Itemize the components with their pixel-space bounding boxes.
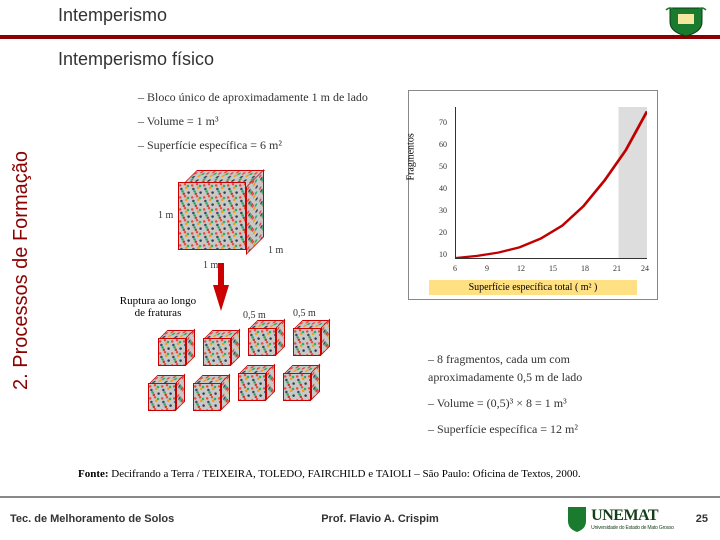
bullets-bottom: – 8 fragmentos, cada um com aproximadame… bbox=[428, 350, 658, 438]
page-title: Intemperismo bbox=[58, 5, 167, 25]
content-area: – Bloco único de aproximadamente 1 m de … bbox=[58, 80, 700, 480]
ytick: 70 bbox=[439, 118, 447, 127]
crest-logo bbox=[664, 4, 708, 38]
footer-center: Prof. Flavio A. Crispim bbox=[200, 513, 560, 525]
xtick: 18 bbox=[581, 264, 589, 273]
xtick: 12 bbox=[517, 264, 525, 273]
bullet: – 8 fragmentos, cada um com aproximadame… bbox=[428, 350, 658, 386]
bullet: – Volume = (0,5)³ × 8 = 1 m³ bbox=[428, 394, 658, 412]
small-cube bbox=[283, 365, 343, 425]
xtick: 6 bbox=[453, 264, 457, 273]
bullet: – Superfície específica = 6 m² bbox=[138, 136, 368, 154]
chart: Fragmentos 10 20 30 40 50 60 70 6 9 12 1… bbox=[408, 90, 658, 300]
bullet: – Bloco único de aproximadamente 1 m de … bbox=[138, 88, 368, 106]
bullet: – Superfície específica = 12 m² bbox=[428, 420, 658, 438]
big-cube bbox=[178, 170, 238, 230]
subtitle: Intemperismo físico bbox=[0, 39, 720, 70]
footer-logo: UNEMAT Universidade do Estado de Mato Gr… bbox=[560, 505, 680, 533]
dim-label: 1 m bbox=[158, 210, 173, 221]
footer-left: Tec. de Melhoramento de Solos bbox=[0, 513, 200, 525]
diagram: 1 m 1 m 1 m Ruptura ao longo de fraturas bbox=[118, 160, 398, 480]
xtick: 24 bbox=[641, 264, 649, 273]
shield-icon bbox=[566, 505, 588, 533]
side-label-text: 2. Processos de Formação bbox=[10, 151, 33, 390]
fonte: Fonte: Decifrando a Terra / TEIXEIRA, TO… bbox=[78, 468, 581, 480]
rupture-label: Ruptura ao longo de fraturas bbox=[118, 295, 198, 319]
chart-ylabel: Fragmentos bbox=[406, 133, 417, 180]
xtick: 21 bbox=[613, 264, 621, 273]
dim-label: 1 m bbox=[268, 245, 283, 256]
arrow-down-icon bbox=[213, 285, 229, 311]
dim-label: 0,5 m bbox=[243, 310, 266, 321]
fonte-text: Decifrando a Terra / TEIXEIRA, TOLEDO, F… bbox=[111, 468, 580, 480]
bullets-top: – Bloco único de aproximadamente 1 m de … bbox=[138, 88, 368, 154]
side-label: 2. Processos de Formação bbox=[6, 100, 36, 440]
ytick: 10 bbox=[439, 250, 447, 259]
logo-sub: Universidade do Estado de Mato Grosso bbox=[591, 525, 674, 531]
footer: Tec. de Melhoramento de Solos Prof. Flav… bbox=[0, 496, 720, 540]
xtick: 15 bbox=[549, 264, 557, 273]
chart-plot-area bbox=[455, 107, 647, 259]
ytick: 30 bbox=[439, 206, 447, 215]
ytick: 20 bbox=[439, 228, 447, 237]
ytick: 60 bbox=[439, 140, 447, 149]
ytick: 40 bbox=[439, 184, 447, 193]
ytick: 50 bbox=[439, 162, 447, 171]
logo-text: UNEMAT bbox=[591, 507, 674, 525]
dim-label: 0,5 m bbox=[293, 308, 316, 319]
chart-line bbox=[456, 107, 647, 258]
dim-label: 1 m bbox=[203, 260, 218, 271]
bullet: – Volume = 1 m³ bbox=[138, 112, 368, 130]
page-number: 25 bbox=[680, 513, 720, 525]
xtick: 9 bbox=[485, 264, 489, 273]
chart-xlabel: Superfície específica total ( m² ) bbox=[429, 280, 637, 295]
